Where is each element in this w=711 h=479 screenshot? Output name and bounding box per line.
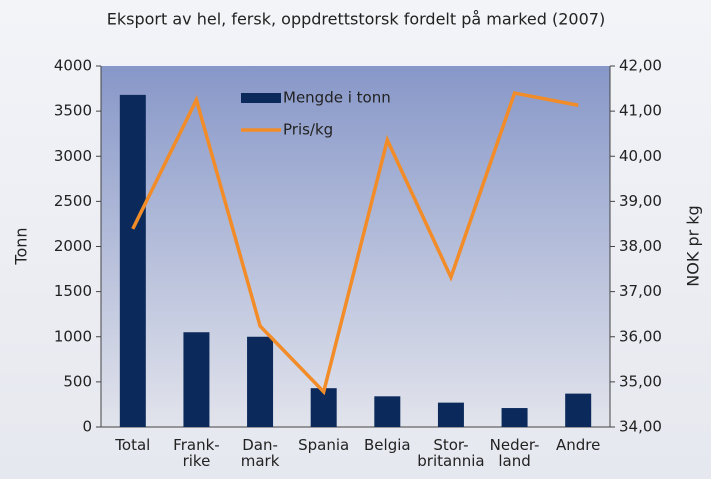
bar xyxy=(374,396,401,427)
legend-label: Pris/kg xyxy=(283,121,333,139)
x-tick-label: Andre xyxy=(556,436,600,454)
x-tick-label: Stor-britannia xyxy=(417,436,484,470)
y2-tick-label: 38,00 xyxy=(619,237,662,255)
y2-tick-label: 40,00 xyxy=(619,147,662,165)
x-tick-label: Dan-mark xyxy=(241,436,280,470)
chart-title: Eksport av hel, fersk, oppdrettstorsk fo… xyxy=(107,10,605,29)
bar xyxy=(501,408,528,427)
y-tick-label: 0 xyxy=(82,418,92,436)
y-tick-label: 500 xyxy=(63,372,92,390)
y-tick-label: 3500 xyxy=(54,102,92,120)
bar xyxy=(247,336,274,427)
x-tick-label: Spania xyxy=(298,436,349,454)
bar xyxy=(119,94,146,427)
y-tick-label: 2000 xyxy=(54,237,92,255)
legend-swatch xyxy=(241,93,281,103)
x-tick-label: Neder-land xyxy=(490,436,540,470)
y2-tick-label: 36,00 xyxy=(619,327,662,345)
y2-tick-label: 41,00 xyxy=(619,102,662,120)
bar xyxy=(437,402,464,427)
x-tick-label: Belgia xyxy=(364,436,411,454)
y2-tick-label: 37,00 xyxy=(619,282,662,300)
bar xyxy=(565,393,592,427)
y2-tick-label: 39,00 xyxy=(619,192,662,210)
y2-tick-label: 34,00 xyxy=(619,418,662,436)
y-tick-label: 3000 xyxy=(54,147,92,165)
y2-tick-label: 35,00 xyxy=(619,372,662,390)
y-tick-label: 4000 xyxy=(54,57,92,75)
bar xyxy=(310,388,337,427)
y2-axis-label: NOK pr kg xyxy=(684,205,703,286)
y2-tick-label: 42,00 xyxy=(619,57,662,75)
y-tick-label: 2500 xyxy=(54,192,92,210)
y-tick-label: 1500 xyxy=(54,282,92,300)
price-line xyxy=(131,91,579,396)
y-tick-label: 1000 xyxy=(54,327,92,345)
y-axis-label: Tonn xyxy=(12,227,31,265)
x-tick-label: Total xyxy=(114,436,150,454)
x-tick-label: Frank-rike xyxy=(173,436,220,470)
plot-area xyxy=(101,66,610,427)
bar xyxy=(183,332,210,427)
legend-label: Mengde i tonn xyxy=(283,89,391,107)
